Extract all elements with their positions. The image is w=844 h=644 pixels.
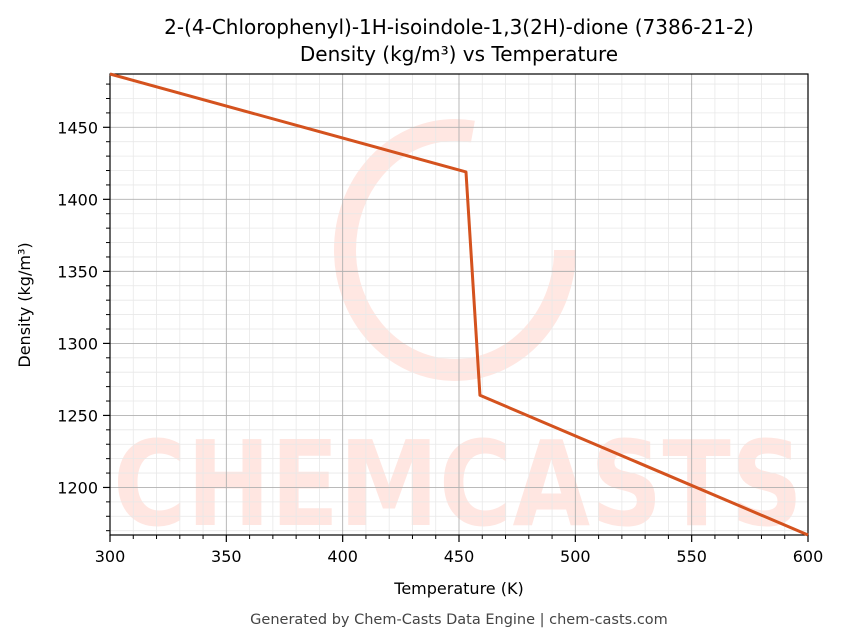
y-tick-label: 1450 (57, 118, 98, 137)
chart-subtitle: Density (kg/m³) vs Temperature (300, 42, 618, 66)
y-tick-label: 1250 (57, 406, 98, 425)
watermark-text: CHEMCASTS (113, 415, 803, 553)
chart-title: 2-(4-Chlorophenyl)-1H-isoindole-1,3(2H)-… (164, 15, 754, 39)
y-tick-labels: 1200 1250 1300 1350 1400 1450 (57, 118, 98, 497)
watermark-logo-arc (334, 119, 576, 381)
x-tick-labels: 300 350 400 450 500 550 600 (95, 547, 824, 566)
y-tick-label: 1400 (57, 190, 98, 209)
y-axis-label: Density (kg/m³) (15, 242, 34, 367)
x-tick-label: 450 (444, 547, 475, 566)
x-tick-label: 500 (560, 547, 591, 566)
x-tick-label: 300 (95, 547, 126, 566)
y-tick-label: 1350 (57, 262, 98, 281)
density-series-line (109, 72, 809, 537)
x-tick-label: 400 (327, 547, 358, 566)
x-tick-label: 600 (793, 547, 824, 566)
footer-credit: Generated by Chem-Casts Data Engine | ch… (250, 612, 668, 628)
x-tick-label: 350 (211, 547, 242, 566)
y-tick-label: 1200 (57, 478, 98, 497)
y-tick-label: 1300 (57, 334, 98, 353)
x-axis-label: Temperature (K) (393, 579, 523, 598)
axis-ticks (103, 83, 809, 542)
x-tick-label: 550 (676, 547, 707, 566)
